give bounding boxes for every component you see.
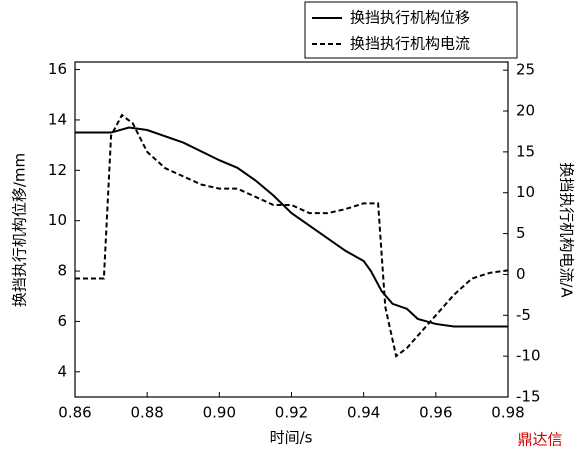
y2-tick-label: 15 xyxy=(516,142,535,160)
y-tick-label: 10 xyxy=(48,211,67,229)
y-tick-label: 16 xyxy=(48,60,67,78)
y-axis-label: 换挡执行机构位移/mm xyxy=(11,153,29,307)
y2-tick-label: 20 xyxy=(516,102,535,120)
x-tick-label: 0.96 xyxy=(419,404,452,422)
y2-tick-label: 25 xyxy=(516,61,535,79)
x-tick-label: 0.92 xyxy=(275,404,308,422)
y2-tick-label: -10 xyxy=(516,347,541,365)
x-tick-label: 0.90 xyxy=(203,404,236,422)
y-tick-label: 14 xyxy=(48,110,67,128)
y-tick-label: 4 xyxy=(57,362,67,380)
x-tick-label: 0.98 xyxy=(491,404,524,422)
y2-tick-label: 0 xyxy=(516,265,526,283)
y2-tick-label: 5 xyxy=(516,224,526,242)
legend-box xyxy=(304,1,518,59)
data-line xyxy=(75,126,508,328)
x-tick-label: 0.94 xyxy=(347,404,380,422)
y-tick-label: 8 xyxy=(57,262,67,280)
y2-tick-label: 10 xyxy=(516,183,535,201)
y-tick-label: 12 xyxy=(48,161,67,179)
y2-tick-label: -15 xyxy=(516,388,541,406)
y2-tick-label: -5 xyxy=(516,306,531,324)
x-tick-label: 0.88 xyxy=(130,404,163,422)
data-line xyxy=(75,113,509,358)
y-tick-label: 6 xyxy=(57,312,67,330)
x-axis-label: 时间/s xyxy=(270,429,313,447)
legend-label: 换挡执行机构电流 xyxy=(350,35,470,53)
legend-label: 换挡执行机构位移 xyxy=(350,9,470,27)
y2-axis-label: 换挡执行机构电流/A xyxy=(558,162,576,298)
x-tick-label: 0.86 xyxy=(58,404,91,422)
plot-frame xyxy=(74,61,509,398)
watermark: 鼎达信 xyxy=(517,431,562,449)
